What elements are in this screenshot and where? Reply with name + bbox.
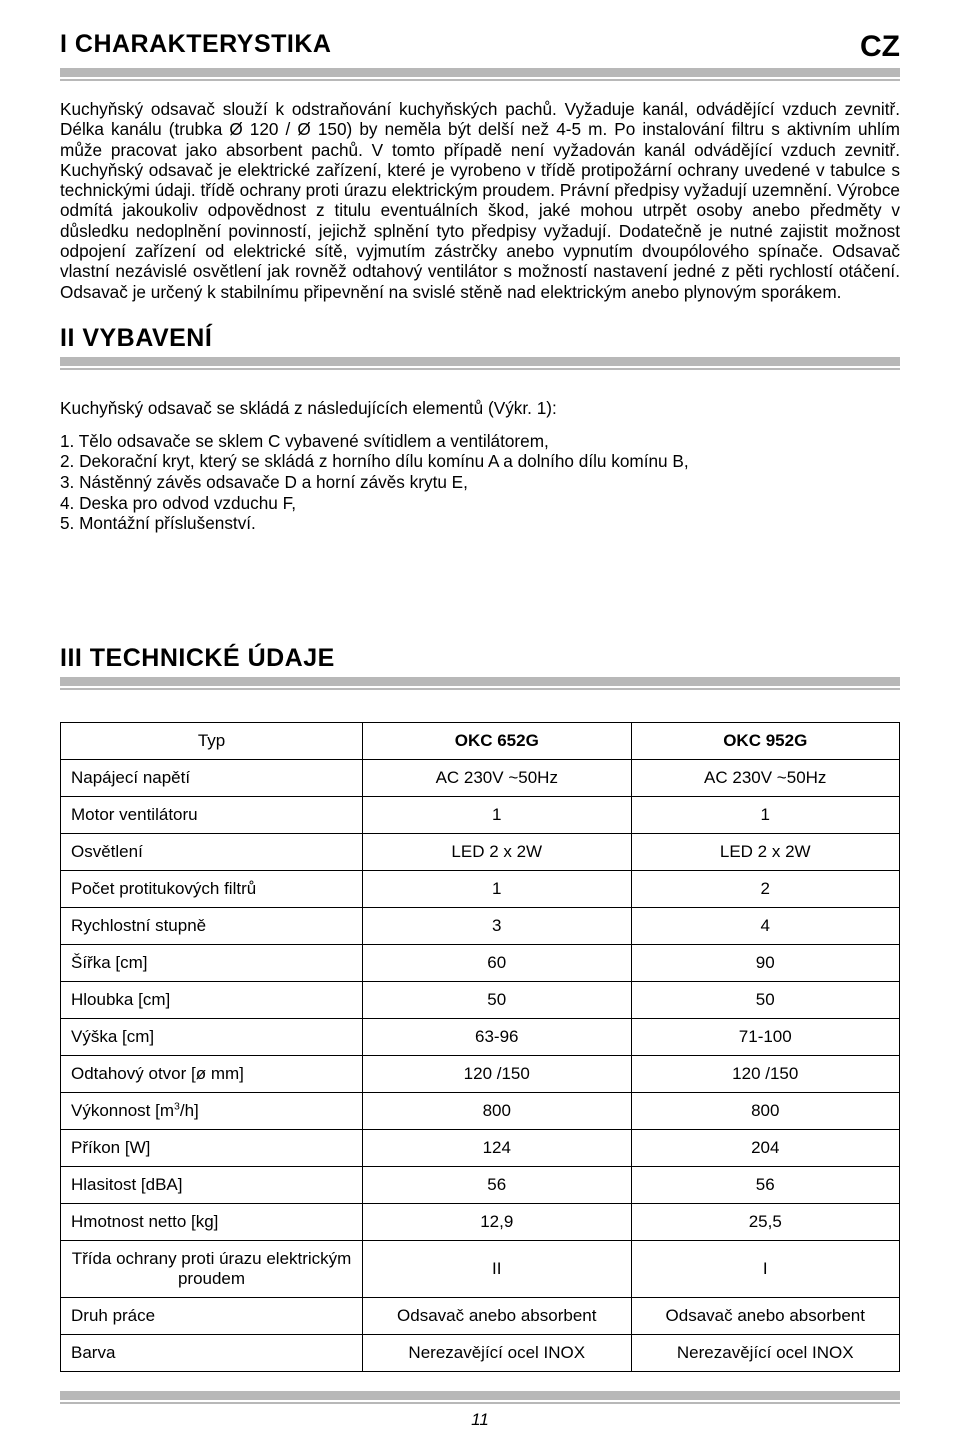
table-header-cell: OKC 952G [631,722,900,759]
section1-rule [60,68,900,81]
table-value-cell: LED 2 x 2W [631,833,900,870]
table-header-row: Typ OKC 652G OKC 952G [61,722,900,759]
table-value-cell: 1 [363,870,631,907]
table-value-cell: 800 [631,1092,900,1129]
table-value-cell: 800 [363,1092,631,1129]
table-row: Třída ochrany proti úrazu elektrickým pr… [61,1240,900,1297]
section1-body: Kuchyňský odsavač slouží k odstraňování … [60,99,900,302]
table-value-cell: 3 [363,907,631,944]
table-value-cell: 50 [363,981,631,1018]
tech-table: Typ OKC 652G OKC 952G Napájecí napětíAC … [60,722,900,1372]
table-label-cell: Šířka [cm] [61,944,363,981]
table-row: Šířka [cm]6090 [61,944,900,981]
table-value-cell: Odsavač anebo absorbent [631,1297,900,1334]
section1-heading: I CHARAKTERYSTIKA [60,30,331,59]
page-number: 11 [471,1410,489,1430]
table-value-cell: 2 [631,870,900,907]
table-label-cell: Hlasitost [dBA] [61,1166,363,1203]
table-value-cell: 1 [363,796,631,833]
table-value-cell: 90 [631,944,900,981]
section1-heading-row: I CHARAKTERYSTIKA CZ [60,30,900,64]
table-label-cell: Hloubka [cm] [61,981,363,1018]
section3-rule [60,677,900,690]
table-value-cell: I [631,1240,900,1297]
table-label-cell: Hmotnost netto [kg] [61,1203,363,1240]
table-row: Hlasitost [dBA]5656 [61,1166,900,1203]
table-row: Motor ventilátoru11 [61,796,900,833]
table-label-cell: Výkonnost [m3/h] [61,1092,363,1129]
table-value-cell: Odsavač anebo absorbent [363,1297,631,1334]
table-row: Rychlostní stupně34 [61,907,900,944]
list-item: 1. Tělo odsavače se sklem C vybavené sví… [60,431,900,452]
section2-heading-row: II VYBAVENÍ [60,324,900,353]
table-label-cell: Druh práce [61,1297,363,1334]
table-row: Výkonnost [m3/h]800800 [61,1092,900,1129]
table-value-cell: 50 [631,981,900,1018]
table-value-cell: 120 /150 [631,1055,900,1092]
section2-intro: Kuchyňský odsavač se skládá z následujíc… [60,398,900,419]
table-value-cell: AC 230V ~50Hz [363,759,631,796]
table-label-cell: Počet protitukových filtrů [61,870,363,907]
table-label-cell: Barva [61,1334,363,1371]
table-value-cell: 56 [631,1166,900,1203]
table-value-cell: 204 [631,1129,900,1166]
table-label-cell: Odtahový otvor [ø mm] [61,1055,363,1092]
table-label-cell: Výška [cm] [61,1018,363,1055]
table-value-cell: Nerezavějící ocel INOX [631,1334,900,1371]
table-label-cell: Třída ochrany proti úrazu elektrickým pr… [61,1240,363,1297]
table-row: Výška [cm]63-9671-100 [61,1018,900,1055]
table-row: Hmotnost netto [kg]12,925,5 [61,1203,900,1240]
table-row: Počet protitukových filtrů12 [61,870,900,907]
table-value-cell: 25,5 [631,1203,900,1240]
list-item: 4. Deska pro odvod vzduchu F, [60,493,900,514]
table-row: BarvaNerezavějící ocel INOXNerezavějící … [61,1334,900,1371]
section2-content: Kuchyňský odsavač se skládá z následujíc… [60,398,900,534]
section3-heading: III TECHNICKÉ ÚDAJE [60,644,335,673]
table-row: Napájecí napětíAC 230V ~50HzAC 230V ~50H… [61,759,900,796]
section2-rule [60,357,900,370]
table-label-cell: Motor ventilátoru [61,796,363,833]
table-value-cell: Nerezavějící ocel INOX [363,1334,631,1371]
table-value-cell: 124 [363,1129,631,1166]
table-value-cell: 60 [363,944,631,981]
table-value-cell: 12,9 [363,1203,631,1240]
table-label-cell: Osvětlení [61,833,363,870]
table-value-cell: 1 [631,796,900,833]
table-header-cell: OKC 652G [363,722,631,759]
table-row: OsvětleníLED 2 x 2WLED 2 x 2W [61,833,900,870]
table-label-cell: Příkon [W] [61,1129,363,1166]
page-footer: 11 [0,1391,960,1430]
list-item: 5. Montážní příslušenství. [60,513,900,534]
table-row: Odtahový otvor [ø mm]120 /150120 /150 [61,1055,900,1092]
table-value-cell: AC 230V ~50Hz [631,759,900,796]
table-row: Hloubka [cm]5050 [61,981,900,1018]
table-value-cell: LED 2 x 2W [363,833,631,870]
table-value-cell: 63-96 [363,1018,631,1055]
table-value-cell: 4 [631,907,900,944]
table-label-cell: Rychlostní stupně [61,907,363,944]
table-value-cell: 56 [363,1166,631,1203]
table-value-cell: 120 /150 [363,1055,631,1092]
table-row: Druh práceOdsavač anebo absorbentOdsavač… [61,1297,900,1334]
table-header-cell: Typ [61,722,363,759]
table-label-cell: Napájecí napětí [61,759,363,796]
list-item: 3. Nástěnný závěs odsavače D a horní záv… [60,472,900,493]
section2-heading: II VYBAVENÍ [60,324,212,353]
table-value-cell: 71-100 [631,1018,900,1055]
section3-heading-row: III TECHNICKÉ ÚDAJE [60,644,900,673]
table-row: Příkon [W]124204 [61,1129,900,1166]
table-value-cell: II [363,1240,631,1297]
list-item: 2. Dekorační kryt, který se skládá z hor… [60,451,900,472]
language-tag: CZ [860,30,900,64]
